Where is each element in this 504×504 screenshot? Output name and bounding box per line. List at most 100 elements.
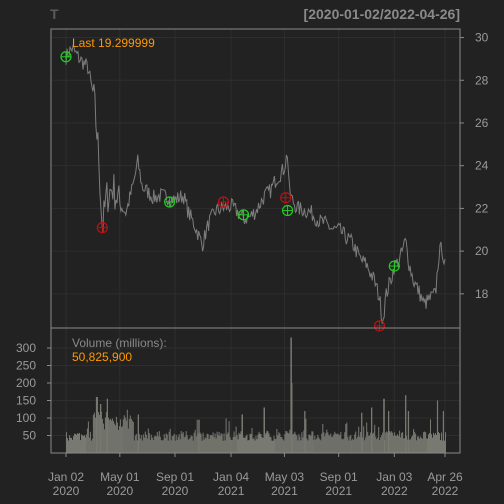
volume-bar — [146, 438, 148, 453]
volume-bar — [152, 440, 154, 453]
volume-bar — [329, 435, 331, 453]
volume-bar — [140, 435, 142, 453]
volume-bar — [209, 435, 211, 453]
volume-bar — [74, 433, 75, 453]
volume-bar — [105, 412, 107, 453]
volume-bar — [135, 434, 137, 453]
volume-bar — [251, 428, 253, 453]
volume-bar — [68, 440, 69, 453]
volume-bar — [294, 431, 296, 453]
volume-bar — [274, 439, 276, 453]
volume-bar — [345, 424, 347, 453]
volume-gridlines — [51, 347, 460, 436]
volume-bar — [365, 437, 367, 453]
volume-bar — [195, 436, 197, 453]
volume-bar — [128, 419, 130, 453]
volume-bar — [121, 426, 123, 453]
volume-bar — [164, 438, 166, 453]
volume-bar — [343, 438, 345, 453]
volume-bar — [238, 432, 240, 453]
volume-bar — [81, 434, 82, 453]
x-tick-year: 2022 — [381, 484, 408, 498]
volume-bar — [430, 419, 431, 453]
volume-bar — [247, 440, 249, 453]
volume-bar — [211, 435, 213, 453]
volume-bar — [261, 437, 263, 453]
volume-bar — [198, 419, 200, 454]
volume-bar — [133, 440, 135, 453]
volume-bar — [141, 440, 143, 453]
volume-bar — [421, 438, 423, 453]
volume-bar — [196, 419, 198, 453]
sell-marker — [217, 196, 230, 208]
volume-bar — [107, 417, 109, 453]
volume-bar — [338, 434, 340, 453]
price-line — [65, 44, 446, 324]
volume-bar — [246, 434, 248, 453]
volume-bar — [414, 431, 416, 453]
volume-bar — [76, 434, 77, 453]
volume-bar — [277, 435, 279, 453]
volume-bar — [322, 424, 324, 453]
volume-bar — [174, 440, 176, 453]
volume-bar — [157, 436, 159, 453]
volume-bar — [296, 435, 298, 453]
volume-bar — [396, 435, 398, 453]
volume-bar — [349, 436, 351, 453]
volume-bar — [181, 433, 183, 453]
volume-bar — [226, 434, 228, 453]
volume-bar — [363, 426, 365, 453]
volume-bar — [287, 432, 289, 453]
buy-marker — [164, 196, 176, 208]
volume-bar — [69, 435, 70, 453]
volume-bar — [330, 433, 332, 453]
volume-bar — [288, 433, 290, 453]
volume-bar — [178, 434, 180, 453]
volume-bar — [213, 437, 215, 453]
volume-bar — [188, 438, 190, 453]
volume-bar — [169, 428, 171, 453]
volume-bar — [406, 435, 408, 453]
price-tick-label: 26 — [475, 116, 489, 130]
volume-bar — [231, 440, 233, 453]
volume-bar — [297, 440, 299, 453]
volume-bar — [428, 434, 429, 453]
volume-bar — [182, 432, 184, 453]
volume-bar — [258, 431, 260, 453]
volume-bar — [215, 438, 217, 453]
volume-bar — [314, 435, 316, 453]
volume-bar — [193, 432, 195, 453]
volume-bar — [190, 435, 192, 453]
volume-bar — [262, 438, 264, 453]
volume-bar — [350, 434, 352, 453]
volume-tick-label: 200 — [16, 376, 36, 390]
volume-bar — [398, 435, 400, 453]
volume-bar — [163, 434, 165, 453]
volume-bar — [134, 435, 136, 453]
volume-bar — [156, 432, 158, 453]
buy-marker — [60, 51, 72, 63]
price-tick-label: 18 — [475, 287, 489, 301]
volume-bar — [319, 439, 321, 453]
volume-bar — [201, 440, 203, 453]
volume-bar — [279, 433, 281, 453]
volume-bar — [176, 439, 178, 453]
volume-bar — [84, 435, 85, 453]
x-tick-year: 2020 — [106, 484, 133, 498]
volume-bar — [441, 432, 442, 453]
volume-bar — [407, 439, 409, 453]
volume-bar — [125, 420, 127, 453]
volume-bar — [311, 431, 313, 453]
volume-bar — [191, 436, 193, 453]
volume-bar — [415, 433, 417, 453]
volume-bar — [90, 440, 92, 453]
volume-bar — [183, 437, 185, 453]
volume-bar — [150, 434, 152, 453]
volume-bar — [389, 431, 391, 453]
buy-marker — [238, 209, 250, 221]
trade-markers — [60, 51, 400, 332]
volume-bar — [126, 409, 128, 453]
volume-bar — [418, 436, 420, 453]
volume-bar — [344, 432, 346, 453]
